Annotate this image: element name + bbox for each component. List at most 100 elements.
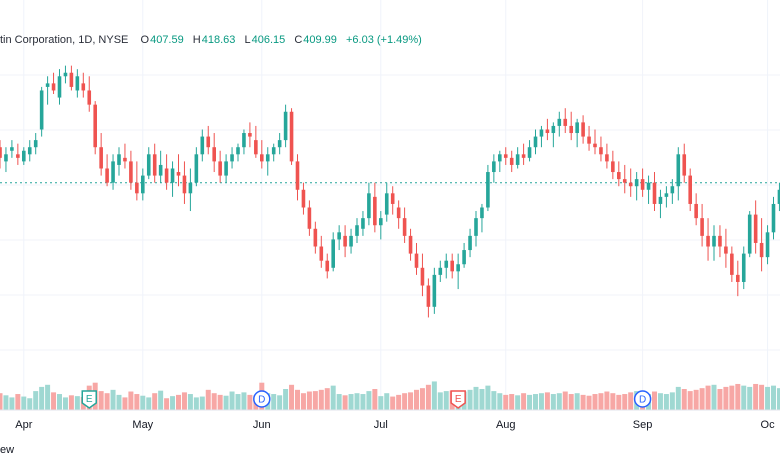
candle-body: [343, 235, 347, 247]
volume-bar: [366, 391, 372, 410]
volume-bar: [241, 392, 247, 410]
candle-body: [617, 172, 621, 180]
volume-bar: [765, 386, 771, 410]
dividend-icon: [633, 390, 652, 408]
volume-bar: [414, 389, 419, 410]
candle-body: [664, 193, 669, 197]
volume-bar: [521, 393, 527, 410]
footer-text: ew: [0, 444, 15, 456]
candle-body: [474, 218, 478, 236]
candle-body: [182, 175, 187, 194]
volume-bar: [580, 394, 586, 410]
candle-body: [747, 214, 752, 254]
volume-bar: [544, 392, 550, 410]
volume-bar: [360, 394, 366, 410]
volume-bar: [122, 397, 128, 410]
candle-body: [349, 235, 353, 247]
candle-body: [141, 175, 145, 194]
candle-body: [289, 111, 294, 162]
volume-bar: [384, 393, 390, 410]
candle-body: [569, 125, 573, 134]
volume-bar: [663, 394, 669, 410]
candle-body: [355, 225, 359, 236]
chart-grid: [0, 0, 780, 410]
candle-body: [498, 154, 502, 162]
earnings-marker-label: E: [455, 394, 462, 405]
candle-body: [361, 218, 365, 229]
candle-body: [402, 218, 407, 236]
candle-body: [432, 274, 437, 307]
candle-body: [337, 232, 341, 240]
candle-body: [135, 182, 139, 194]
candles: [0, 65, 780, 318]
volume-bar: [657, 393, 663, 410]
volume-bar: [723, 386, 729, 410]
volume-bar: [437, 392, 443, 410]
low-label: L: [244, 34, 251, 46]
volume-bars: [0, 381, 780, 410]
volume-bar: [592, 394, 598, 410]
volume-bar: [390, 396, 396, 410]
volume-bar: [247, 394, 253, 410]
candle-body: [111, 161, 115, 183]
candle-body: [694, 203, 698, 219]
volume-bar: [27, 398, 33, 410]
volume-bar: [318, 389, 324, 410]
symbol-title: tin Corporation, 1D, NYSE: [0, 34, 129, 46]
candle-body: [700, 218, 704, 236]
volume-bar: [479, 389, 485, 410]
candle-body: [188, 182, 193, 194]
volume-bar: [705, 385, 711, 410]
high-label: H: [192, 34, 201, 46]
open-label: O: [140, 34, 150, 46]
volume-bar: [187, 394, 193, 410]
candle-body: [444, 260, 449, 268]
candle-body: [587, 136, 591, 144]
volume-bar: [598, 393, 604, 410]
candle-body: [248, 133, 252, 137]
candle-body: [581, 122, 585, 137]
candle-body: [325, 260, 330, 272]
volume-bar: [128, 391, 134, 410]
candle-body: [218, 161, 222, 176]
candle-body: [438, 267, 443, 275]
volume-bar: [622, 394, 628, 410]
candle-body: [724, 246, 728, 254]
volume-bar: [711, 384, 717, 410]
volume-bar: [330, 385, 336, 410]
candle-body: [63, 72, 68, 77]
volume-bar: [217, 394, 223, 410]
volume-bar: [9, 397, 15, 410]
x-axis-label: Aug: [496, 419, 516, 431]
volume-bar: [289, 384, 295, 410]
candle-body: [420, 267, 425, 286]
candle-body: [468, 235, 472, 251]
candle-body: [503, 154, 508, 158]
candle-body: [646, 182, 651, 190]
volume-bar: [229, 391, 235, 410]
volume-bar: [158, 390, 164, 410]
candle-body: [117, 154, 121, 165]
volume-bar: [98, 391, 104, 410]
candle-body: [777, 189, 780, 204]
candle-body: [22, 150, 26, 162]
volume-bar: [669, 392, 675, 410]
candle-body: [93, 104, 97, 148]
volume-bar: [68, 395, 74, 410]
candle-body: [533, 136, 538, 148]
candle-body: [539, 129, 544, 137]
volume-bar: [491, 391, 497, 410]
volume-bar: [574, 393, 580, 410]
close-value: 409.99: [303, 34, 337, 46]
candle-body: [57, 76, 62, 98]
candle-body: [146, 154, 151, 176]
candle-body: [456, 264, 460, 272]
volume-bar: [735, 383, 741, 410]
volume-bar: [15, 394, 21, 410]
volume-bar: [741, 385, 747, 410]
volume-bar: [408, 392, 414, 410]
candle-body: [236, 147, 240, 155]
candle-body: [271, 147, 276, 155]
candle-body: [605, 154, 609, 162]
